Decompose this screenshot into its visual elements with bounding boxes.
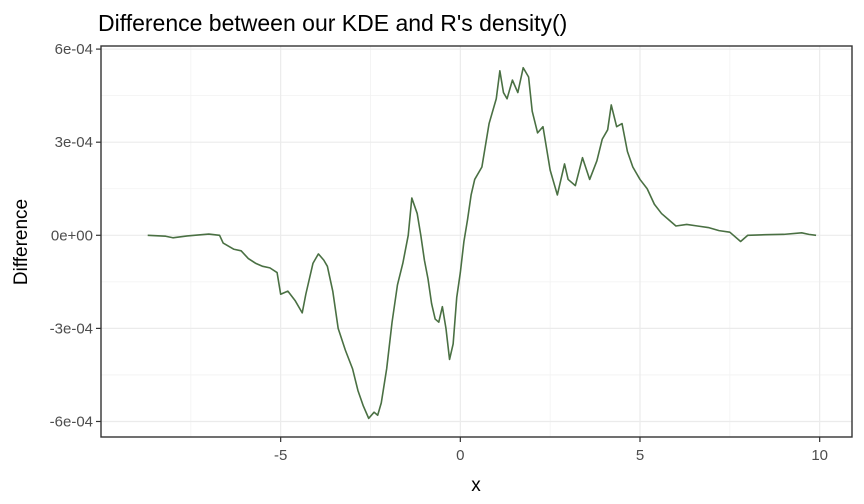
y-tick-label: 6e-04 — [55, 41, 93, 58]
y-tick-label: 0e+00 — [51, 227, 93, 244]
x-tick-label: -5 — [274, 447, 287, 464]
y-tick-label: 3e-04 — [55, 134, 93, 151]
y-tick-label: -3e-04 — [50, 320, 93, 337]
y-axis: -6e-04 -3e-04 0e+00 3e-04 6e-04 — [50, 41, 101, 430]
series-line — [147, 66, 817, 420]
chart-title: Difference between our KDE and R's densi… — [98, 10, 567, 36]
x-tick-label: 10 — [811, 447, 828, 464]
panel-border — [100, 45, 853, 438]
x-axis-title: x — [471, 475, 481, 496]
y-tick-label: -6e-04 — [50, 413, 93, 430]
major-grid — [101, 46, 852, 437]
x-tick-label: 0 — [456, 447, 464, 464]
x-axis: -5 0 5 10 — [274, 437, 828, 464]
x-tick-label: 5 — [636, 447, 644, 464]
y-axis-title: Difference — [11, 199, 32, 285]
minor-grid — [101, 46, 852, 437]
